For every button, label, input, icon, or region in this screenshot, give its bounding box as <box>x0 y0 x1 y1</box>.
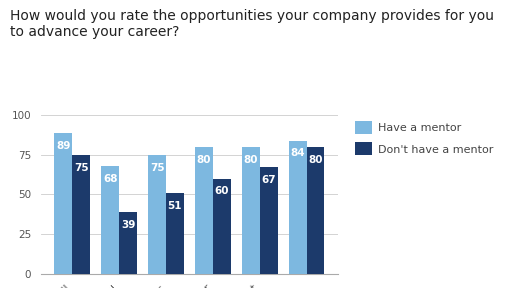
Text: 39: 39 <box>121 220 135 230</box>
Text: How would you rate the opportunities your company provides for you
to advance yo: How would you rate the opportunities you… <box>10 9 494 39</box>
Bar <box>260 168 278 274</box>
Bar <box>101 166 119 274</box>
Legend: Have a mentor, Don't have a mentor: Have a mentor, Don't have a mentor <box>355 121 493 155</box>
Bar <box>213 179 231 274</box>
Bar <box>119 212 137 274</box>
Text: 80: 80 <box>308 155 323 165</box>
Bar <box>166 193 184 274</box>
Text: 80: 80 <box>244 155 258 165</box>
Text: 60: 60 <box>215 187 229 196</box>
Text: 51: 51 <box>167 201 182 211</box>
Bar <box>72 155 90 274</box>
Bar <box>289 141 307 274</box>
Bar <box>195 147 213 274</box>
Text: 89: 89 <box>56 141 71 151</box>
Text: 67: 67 <box>261 175 276 185</box>
Bar <box>148 155 166 274</box>
Bar <box>307 147 325 274</box>
Bar <box>242 147 260 274</box>
Text: 75: 75 <box>74 163 89 173</box>
Text: 75: 75 <box>150 163 164 173</box>
Text: 80: 80 <box>197 155 211 165</box>
Text: 68: 68 <box>103 174 117 184</box>
Text: 84: 84 <box>290 149 305 158</box>
Bar <box>54 132 72 274</box>
